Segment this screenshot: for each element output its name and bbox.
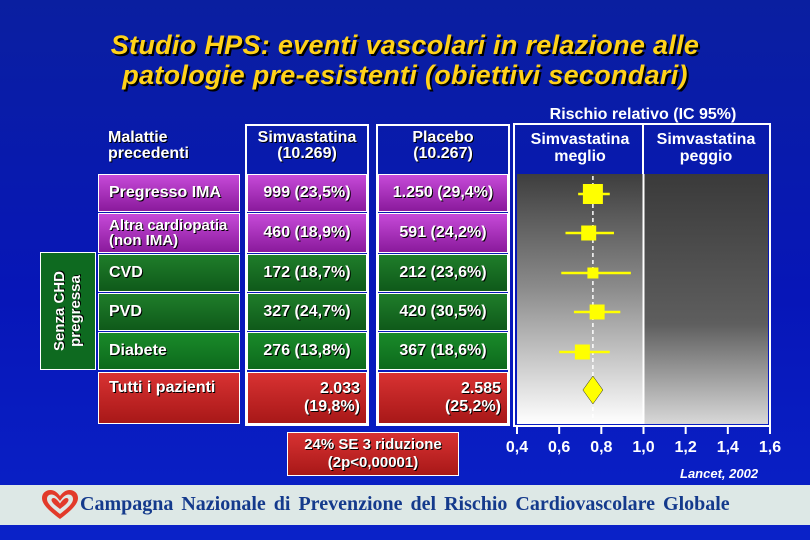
header-simva-line1: Simvastatina [257, 129, 357, 146]
header-diseases: Malattie precedenti [108, 130, 189, 162]
x-tick-label: 1,2 [675, 439, 697, 456]
row-label-line2: (non IMA) [109, 232, 179, 249]
row-label-text: PVD [109, 303, 142, 320]
header-placebo: Placebo (10.267) [376, 130, 510, 162]
row-simva-text: 276 (13,8%) [263, 342, 351, 359]
row-label-altra-cardiopatia: Altra cardiopatia (non IMA) [98, 213, 240, 253]
row-simva-tutti: 2.033 (19,8%) [247, 372, 367, 424]
row-placebo-tutti: 2.585 (25,2%) [378, 372, 508, 424]
simva-column-frame [245, 124, 369, 426]
row-label-text: Pregresso IMA [109, 184, 222, 201]
rr-point [582, 184, 603, 204]
source-citation: Lancet, 2002 [680, 466, 759, 481]
placebo-column-frame [376, 124, 510, 426]
group-box [40, 252, 96, 370]
footer-bar: Campagna Nazionale di Prevenzione del Ri… [0, 485, 810, 525]
row-placebo-altra-cardiopatia: 591 (24,2%) [378, 213, 508, 253]
header-placebo-line1: Placebo [412, 129, 474, 146]
row-label-pvd: PVD [98, 293, 240, 331]
header-worse-line1: Simvastatina [657, 131, 756, 148]
x-tick-label: 1,6 [759, 439, 781, 456]
header-simva: Simvastatina (10.269) [245, 130, 369, 162]
footer-text: Campagna Nazionale di Prevenzione del Ri… [80, 493, 730, 515]
header-diseases-line1: Malattie [108, 129, 168, 146]
row-placebo-line2: (25,2%) [444, 398, 501, 415]
row-label-diabete: Diabete [98, 332, 240, 370]
row-simva-text: 460 (18,9%) [263, 224, 351, 241]
row-placebo-pvd: 420 (30,5%) [378, 293, 508, 331]
header-better-line1: Simvastatina [531, 131, 630, 148]
rr-point [589, 304, 605, 320]
row-simva-line2: (19,8%) [303, 398, 360, 415]
row-simva-altra-cardiopatia: 460 (18,9%) [247, 213, 367, 253]
row-label-tutti: Tutti i pazienti [98, 372, 240, 424]
rr-point [581, 225, 597, 241]
row-simva-text: 172 (18,7%) [263, 264, 351, 281]
plot-axis: 0,4 0,6 0,8 1,0 1,2 1,4 1,6 [506, 426, 781, 456]
row-placebo-cvd: 212 (23,6%) [378, 254, 508, 292]
x-tick-label: 0,4 [506, 439, 528, 456]
row-simva-text: 327 (24,7%) [263, 303, 351, 320]
row-placebo-text: 591 (24,2%) [399, 224, 487, 241]
row-placebo-text: 1.250 (29,4%) [392, 184, 494, 201]
x-tick-label: 0,6 [548, 439, 570, 456]
row-placebo-text: 212 (23,6%) [399, 264, 487, 281]
row-simva-line1: 2.033 [319, 380, 360, 397]
row-label-text: CVD [109, 264, 143, 281]
header-placebo-line2: (10.267) [413, 145, 473, 162]
overall-diamond [582, 375, 604, 405]
row-label-line1: Altra cardiopatia [109, 217, 228, 234]
plot-area-better [517, 174, 643, 424]
row-simva-diabete: 276 (13,8%) [247, 332, 367, 370]
row-label-text: Diabete [109, 342, 167, 359]
x-tick-label: 1,0 [632, 439, 654, 456]
header-better-line2: meglio [554, 148, 606, 165]
header-diseases-line2: precedenti [108, 145, 189, 162]
row-label-cvd: CVD [98, 254, 240, 292]
x-tick-label: 0,8 [590, 439, 612, 456]
rr-title: Rischio relativo (IC 95%) [550, 106, 737, 123]
x-tick-label: 1,4 [717, 439, 739, 456]
slide-title-line2: patologie pre-esistenti (obiettivi secon… [122, 60, 688, 90]
header-simva-line2: (10.269) [277, 145, 337, 162]
plot-marks [559, 174, 645, 424]
row-simva-pregresso-ima: 999 (23,5%) [247, 174, 367, 212]
row-label-pregresso-ima: Pregresso IMA [98, 174, 240, 212]
reduction-line1: 24% SE 3 riduzione [304, 436, 442, 453]
row-simva-text: 999 (23,5%) [263, 184, 351, 201]
row-placebo-line1: 2.585 [460, 380, 501, 397]
row-placebo-pregresso-ima: 1.250 (29,4%) [378, 174, 508, 212]
rr-point [574, 344, 590, 360]
row-placebo-text: 420 (30,5%) [399, 303, 487, 320]
row-placebo-text: 367 (18,6%) [399, 342, 487, 359]
header-worse-line2: peggio [680, 148, 733, 165]
slide-title-line1: Studio HPS: eventi vascolari in relazion… [110, 30, 700, 60]
row-simva-cvd: 172 (18,7%) [247, 254, 367, 292]
row-label-text: Tutti i pazienti [109, 379, 216, 396]
rr-point [587, 267, 599, 279]
reduction-line2: (2p<0,00001) [327, 454, 419, 471]
plot-area-worse [643, 174, 768, 424]
reduction-box: 24% SE 3 riduzione (2p<0,00001) [287, 432, 459, 476]
row-simva-pvd: 327 (24,7%) [247, 293, 367, 331]
row-placebo-diabete: 367 (18,6%) [378, 332, 508, 370]
heart-logo-icon [42, 490, 78, 519]
